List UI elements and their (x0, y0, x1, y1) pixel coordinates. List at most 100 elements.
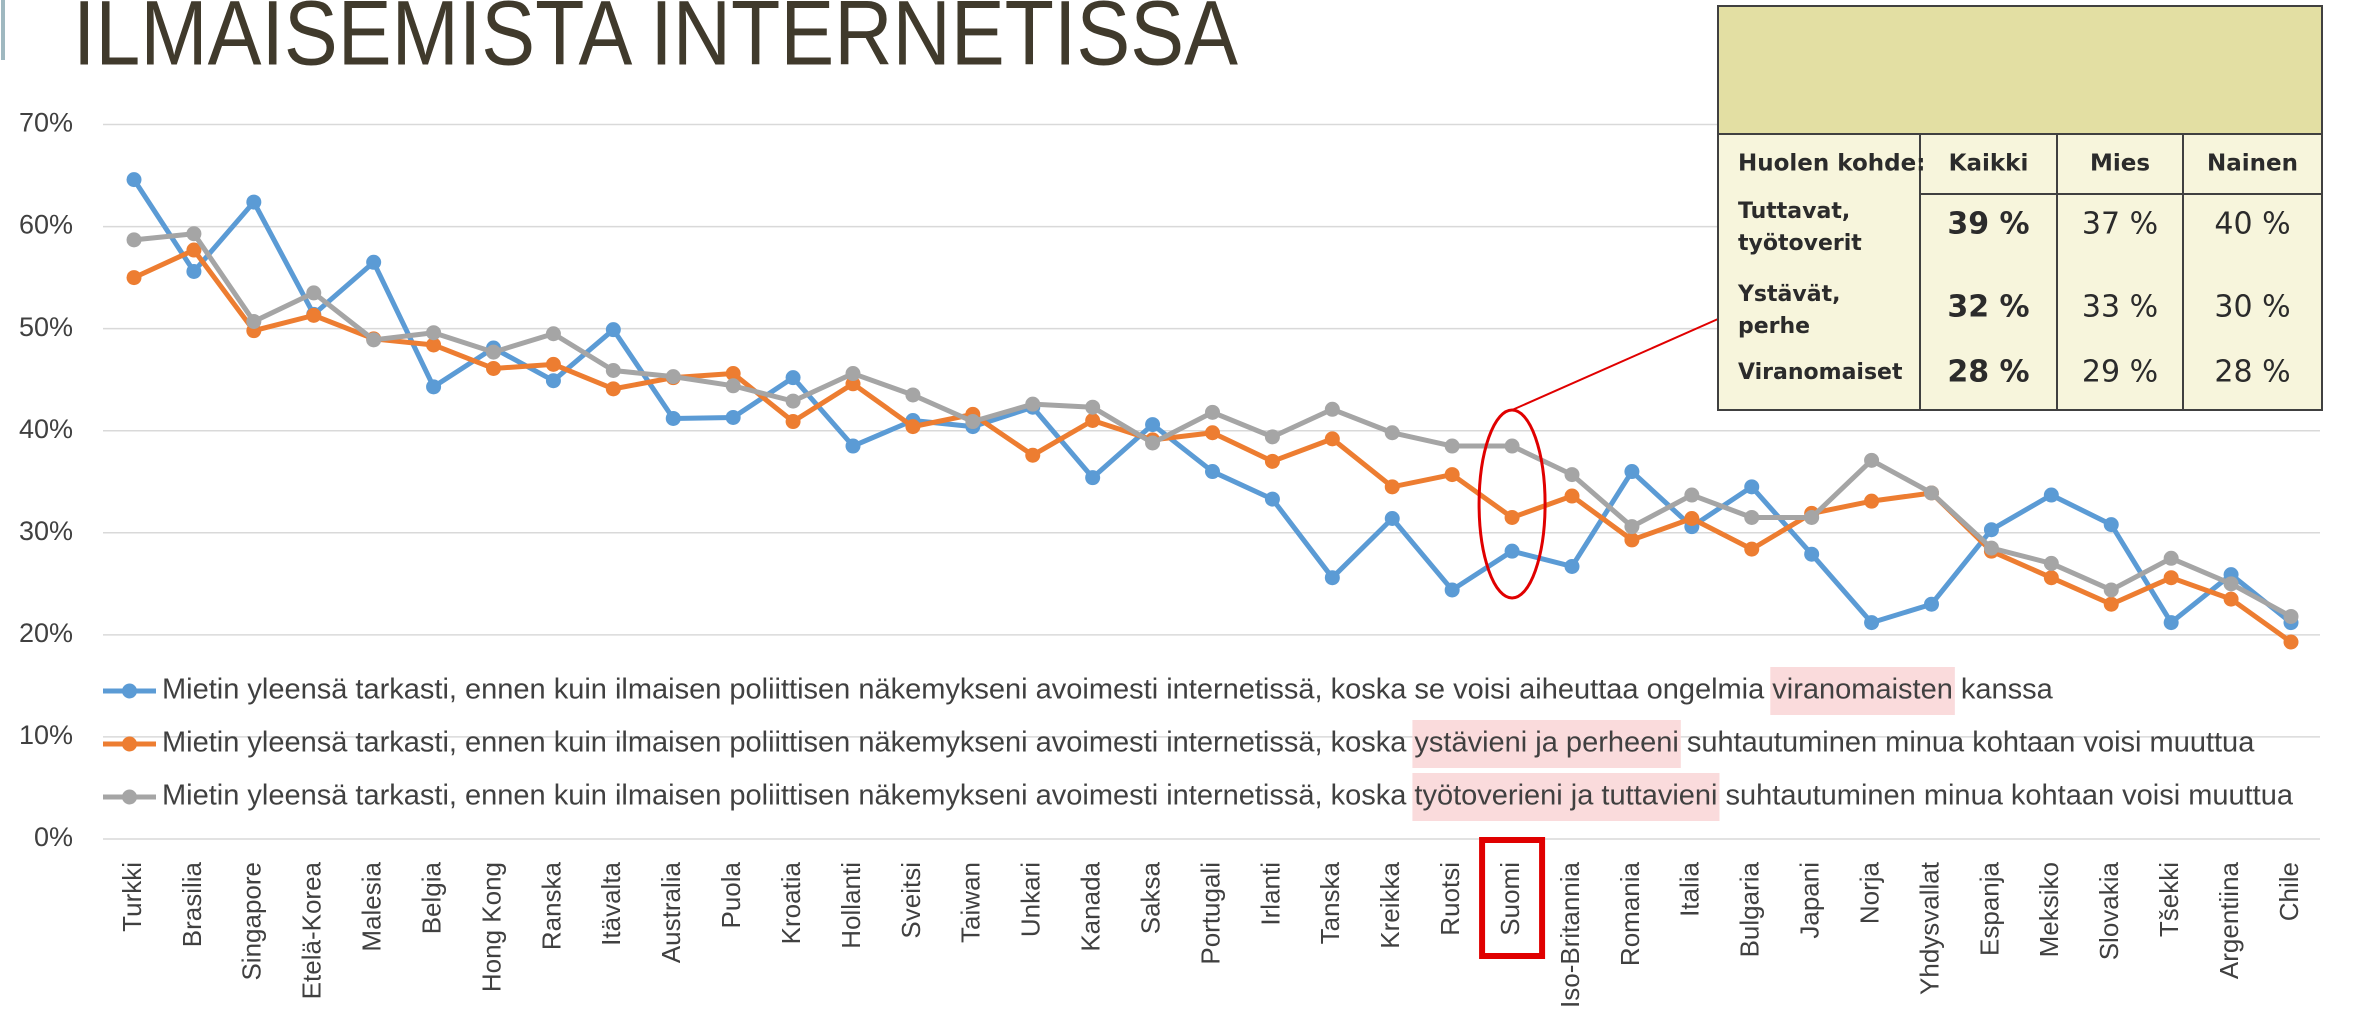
x-tick-label: Romania (1615, 861, 1645, 966)
point (1924, 596, 1939, 612)
y-tick-label: 40% (19, 414, 73, 444)
point (1983, 522, 1999, 538)
point (785, 393, 801, 409)
legend-marker (122, 736, 137, 752)
point (785, 370, 801, 386)
table-header-band (1717, 5, 2323, 135)
point (545, 326, 561, 342)
point (2163, 570, 2179, 586)
table-cell: 33 % (2082, 290, 2158, 325)
point (1864, 452, 1880, 468)
point (2103, 582, 2119, 598)
x-tick-label: Slovakia (2094, 861, 2124, 960)
point (785, 414, 801, 430)
point (426, 325, 442, 341)
point (1744, 509, 1760, 525)
point (1684, 510, 1700, 526)
x-tick-label: Italia (1675, 861, 1705, 916)
table-header: Nainen (2207, 151, 2298, 177)
point (186, 226, 202, 242)
x-tick-label: Kroatia (776, 861, 806, 944)
point (1804, 546, 1820, 562)
point (1864, 493, 1880, 509)
point (246, 313, 262, 329)
point (126, 172, 142, 188)
x-tick-label: Turkki (117, 862, 147, 932)
x-tick-label: Saksa (1135, 861, 1165, 934)
x-tick-label: Meksiko (2034, 862, 2064, 957)
point (246, 194, 262, 210)
point (1804, 509, 1820, 525)
x-tick-label: Irlanti (1255, 862, 1285, 926)
point (1384, 425, 1400, 441)
point (1264, 429, 1280, 445)
point (1504, 543, 1520, 559)
point (1324, 431, 1340, 447)
point (725, 366, 741, 382)
legend-highlight (1412, 773, 1720, 821)
x-tick-label: Yhdysvallat (1914, 861, 1944, 995)
y-tick-label: 70% (19, 108, 73, 138)
point (186, 263, 202, 279)
point (725, 409, 741, 425)
x-tick-label: Brasilia (177, 861, 207, 947)
point (1744, 479, 1760, 495)
point (1085, 470, 1101, 486)
y-tick-label: 50% (19, 312, 73, 342)
x-tick-label: Chile (2274, 862, 2304, 921)
point (306, 285, 322, 301)
point (1564, 467, 1580, 483)
table-cell: 29 % (2082, 355, 2158, 390)
point (366, 254, 382, 270)
x-tick-label: Itävalta (596, 861, 626, 945)
point (965, 414, 981, 430)
x-tick-label: Espanja (1974, 861, 2004, 955)
table-row-label: Tuttavat, työtoverit (1738, 199, 1862, 256)
point (1624, 464, 1640, 480)
x-tick-label: Singapore (237, 862, 267, 981)
point (1384, 479, 1400, 495)
x-tick-label: Ruotsi (1435, 862, 1465, 936)
point (905, 387, 921, 403)
point (186, 242, 202, 258)
point (1085, 399, 1101, 415)
point (306, 307, 322, 323)
x-tick-label: Sveitsi (896, 862, 926, 939)
point (845, 438, 861, 454)
point (2043, 555, 2059, 571)
point (905, 419, 921, 435)
point (1624, 532, 1640, 548)
table-cell: 37 % (2082, 207, 2158, 242)
point (2043, 570, 2059, 586)
table-cell: 32 % (1947, 290, 2029, 325)
point (725, 378, 741, 394)
point (605, 381, 621, 397)
table-header: Mies (2090, 151, 2150, 177)
x-tick-label: Malesia (357, 861, 387, 951)
point (1025, 447, 1041, 463)
legend-label: Mietin yleensä tarkasti, ennen kuin ilma… (162, 727, 2255, 759)
x-tick-label: Tšekki (2154, 862, 2184, 937)
point (1205, 425, 1220, 441)
point (545, 356, 561, 372)
point (1564, 488, 1580, 504)
x-tick-label: Norja (1854, 861, 1884, 924)
point (1564, 558, 1580, 574)
point (1504, 438, 1520, 454)
point (126, 232, 142, 248)
table-row-label: Ystävät, perhe (1737, 282, 1840, 339)
point (1744, 541, 1760, 557)
point (1444, 467, 1460, 483)
point (1025, 396, 1041, 412)
y-tick-label: 60% (19, 210, 73, 240)
x-tick-label: Taiwan (956, 862, 986, 943)
legend-label: Mietin yleensä tarkasti, ennen kuin ilma… (162, 674, 2054, 706)
point (1504, 509, 1520, 525)
point (486, 360, 501, 376)
point (126, 270, 142, 286)
point (486, 344, 501, 360)
point (1145, 435, 1161, 451)
label-box (1479, 837, 1546, 959)
point (2223, 576, 2239, 592)
point (1444, 438, 1460, 454)
